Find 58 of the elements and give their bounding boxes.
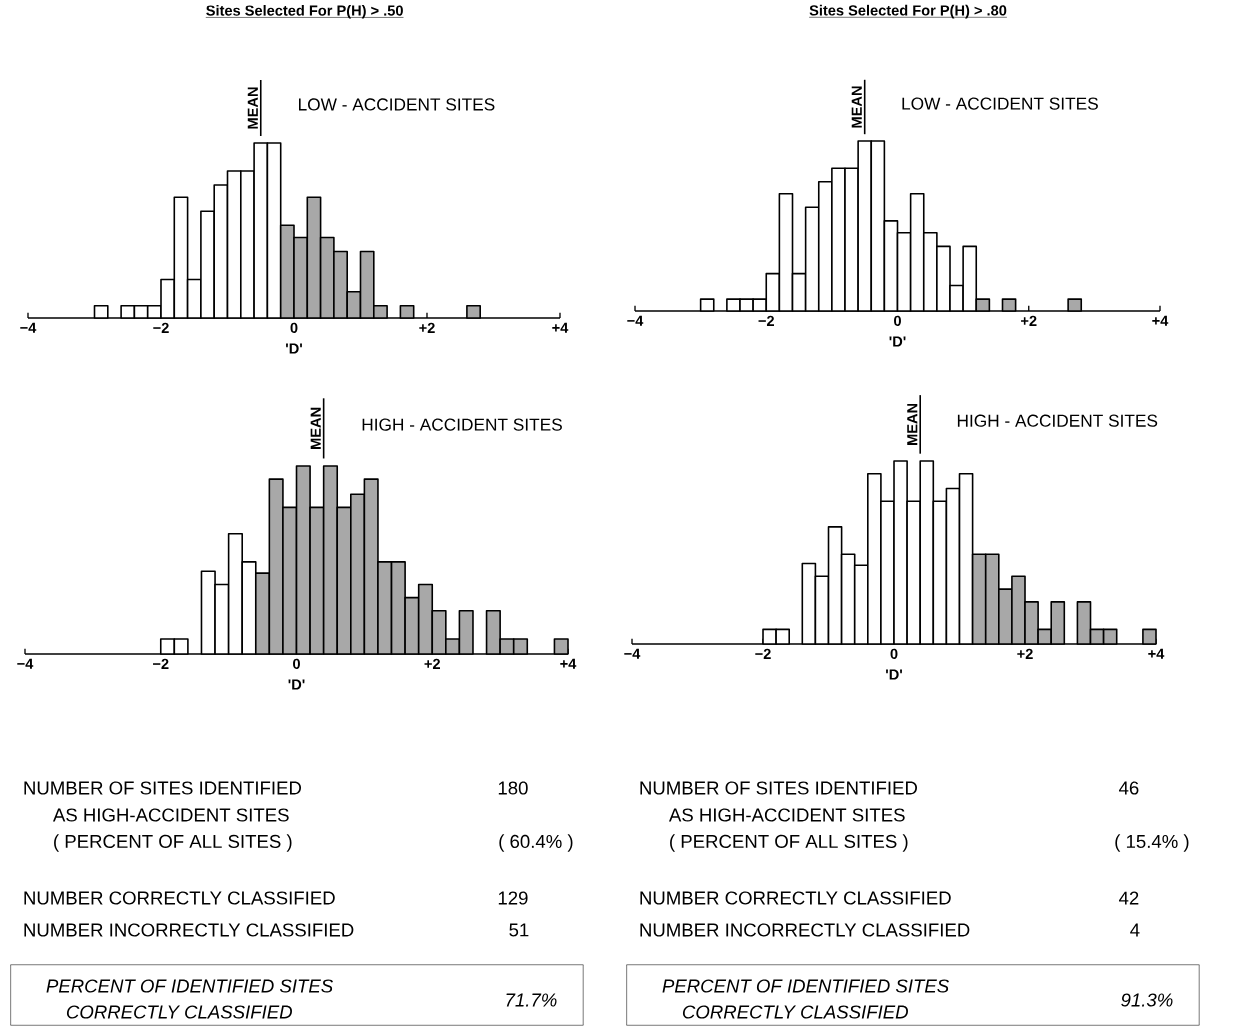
text: 46 xyxy=(1119,781,1139,795)
ref-line-label: MEAN xyxy=(851,86,862,128)
chart-subtitle: HIGH - ACCIDENT SITES xyxy=(957,414,1158,427)
text: 71.7% xyxy=(506,993,557,1007)
text: NUMBER CORRECTLY CLASSIFIED xyxy=(640,891,951,905)
x-tick-label: −2 xyxy=(153,322,169,333)
x-tick-label: 0 xyxy=(290,322,298,334)
x-tick-label: −4 xyxy=(17,658,34,669)
x-tick-label: +2 xyxy=(419,322,435,333)
text: ( 15.4% ) xyxy=(1115,834,1189,852)
text: 180 xyxy=(498,781,528,795)
text: ( PERCENT OF ALL SITES ) xyxy=(670,834,908,852)
text: NUMBER CORRECTLY CLASSIFIED xyxy=(24,891,335,905)
x-tick-label: 0 xyxy=(894,315,901,327)
x-tick-label: −4 xyxy=(20,322,37,333)
x-tick-label: 0 xyxy=(890,648,898,660)
text: 4 xyxy=(1130,923,1140,937)
x-tick-label: −4 xyxy=(624,648,641,659)
chart-title: Sites Selected For P(H) > .80 xyxy=(809,4,1007,19)
text: CORRECTLY CLASSIFIED xyxy=(66,1005,292,1019)
chart-subtitle: LOW - ACCIDENT SITES xyxy=(299,98,495,111)
x-axis-title: 'D' xyxy=(288,679,305,690)
x-tick-label: +2 xyxy=(1021,315,1037,326)
text: NUMBER OF SITES IDENTIFIED xyxy=(640,781,918,795)
x-tick-label: −2 xyxy=(153,658,169,669)
x-axis-title: 'D' xyxy=(286,343,302,354)
x-tick-label: −2 xyxy=(758,315,774,326)
x-tick-label: +2 xyxy=(424,658,440,669)
x-tick-label: 0 xyxy=(293,658,300,670)
chart-subtitle: LOW - ACCIDENT SITES xyxy=(902,97,1098,110)
x-tick-label: +4 xyxy=(1152,315,1169,326)
text: 42 xyxy=(1119,891,1139,905)
text: CORRECTLY CLASSIFIED xyxy=(682,1005,908,1019)
x-tick-label: −2 xyxy=(755,648,771,659)
text: NUMBER OF SITES IDENTIFIED xyxy=(24,781,302,795)
x-axis-title: 'D' xyxy=(886,669,902,680)
x-tick-label: +4 xyxy=(552,322,569,333)
chart-title: Sites Selected For P(H) > .50 xyxy=(206,4,403,19)
chart-subtitle: HIGH - ACCIDENT SITES xyxy=(362,418,562,431)
text: PERCENT OF IDENTIFIED SITES xyxy=(662,979,949,993)
text: 129 xyxy=(498,891,528,905)
text: AS HIGH-ACCIDENT SITES xyxy=(52,808,289,822)
text: PERCENT OF IDENTIFIED SITES xyxy=(46,979,333,993)
x-tick-label: +4 xyxy=(1148,648,1165,659)
text: NUMBER INCORRECTLY CLASSIFIED xyxy=(24,923,354,937)
x-tick-label: +2 xyxy=(1017,648,1033,659)
text: NUMBER INCORRECTLY CLASSIFIED xyxy=(640,923,970,937)
text: ( PERCENT OF ALL SITES ) xyxy=(54,834,292,852)
text: 51 xyxy=(509,923,529,937)
x-axis-title: 'D' xyxy=(889,336,906,347)
text: ( 60.4% ) xyxy=(499,834,573,852)
ref-line-label: MEAN xyxy=(907,403,918,445)
text: 91.3% xyxy=(1121,993,1173,1007)
ref-line-label: MEAN xyxy=(310,407,321,449)
x-tick-label: −4 xyxy=(627,315,644,326)
x-tick-label: +4 xyxy=(560,658,577,669)
ref-line-label: MEAN xyxy=(247,87,258,129)
text: AS HIGH-ACCIDENT SITES xyxy=(668,808,905,822)
